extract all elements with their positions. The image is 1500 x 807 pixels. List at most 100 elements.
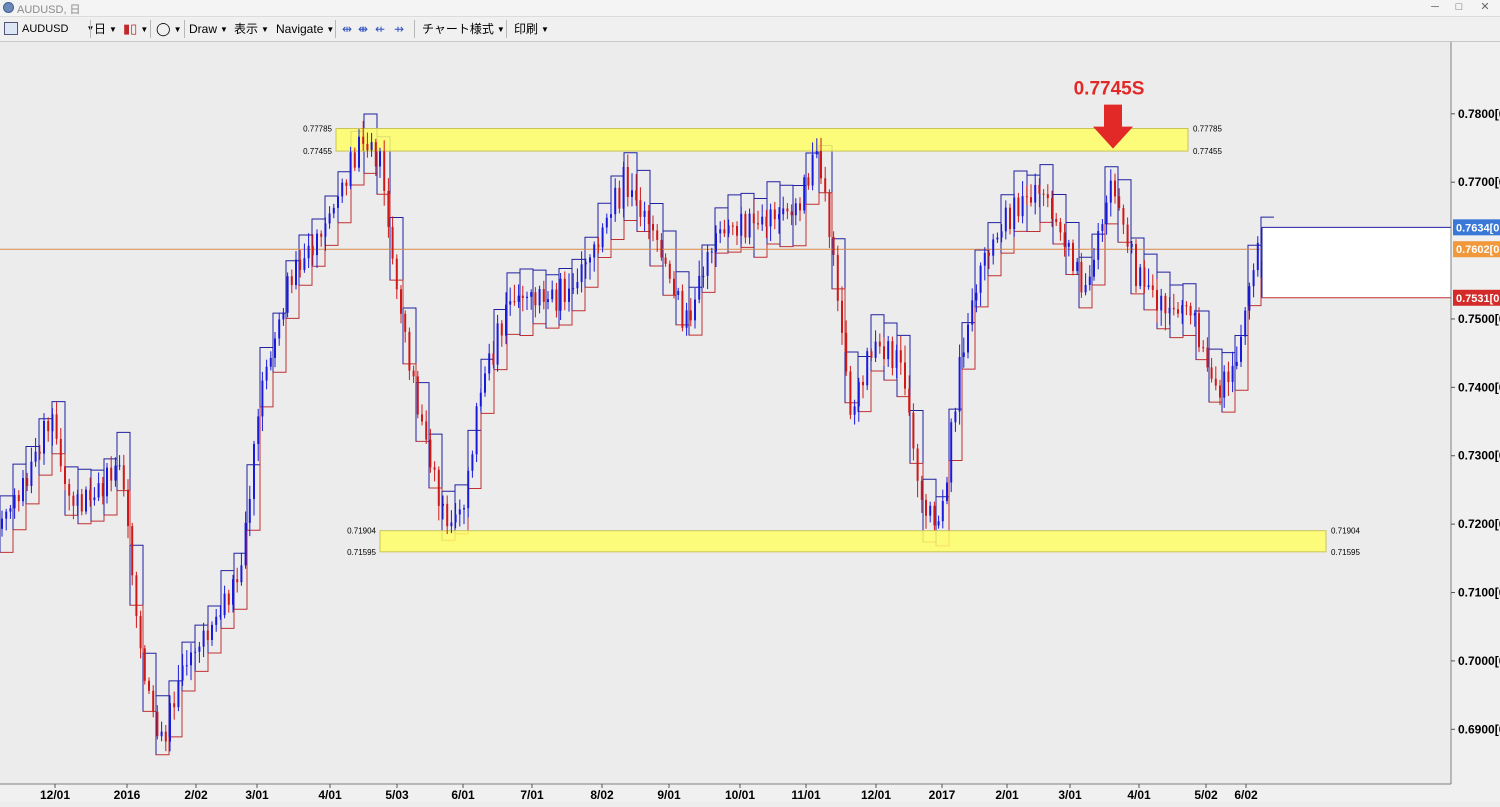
- candle-body: [349, 152, 352, 186]
- candle-body: [1038, 184, 1041, 194]
- price-tag-label: 0.7531[0: [1456, 293, 1499, 305]
- candle-body: [72, 495, 75, 506]
- candle-body: [1021, 196, 1024, 217]
- navigate-label: Navigate: [276, 22, 324, 36]
- candle-body: [400, 289, 402, 314]
- zone-low-label-left: 0.77455: [303, 147, 332, 156]
- chart-window-icon[interactable]: [4, 22, 18, 35]
- candle-body: [622, 166, 625, 209]
- chart-area[interactable]: 0.77785 0.77455 0.77785 0.77455 0.71904 0.715…: [0, 42, 1500, 802]
- candle-body: [988, 252, 990, 256]
- candle-body: [786, 208, 789, 212]
- candle-body: [122, 465, 125, 490]
- candle-body: [1151, 285, 1154, 290]
- price-tick-label: 0.7200[0: [1458, 517, 1500, 531]
- maximize-icon[interactable]: □: [1455, 1, 1463, 13]
- candle-body: [110, 467, 113, 481]
- timeframe-selector[interactable]: 日 ▼: [94, 22, 117, 36]
- zone-high-label-left: 0.71904: [347, 527, 376, 536]
- symbol-selector[interactable]: AUDUSD▼: [22, 21, 94, 37]
- candle-body: [1051, 198, 1053, 219]
- scroll-left-icon[interactable]: ⇷: [375, 22, 386, 36]
- price-tag: [1453, 289, 1500, 306]
- title-bar: AUDUSD, 日 ─ □ ✕: [0, 0, 1500, 17]
- candle-body: [5, 511, 8, 519]
- candle-body: [937, 521, 940, 526]
- candle-body: [1206, 347, 1209, 368]
- candle-body: [857, 381, 860, 407]
- scroll-right-icon[interactable]: ⇸: [394, 22, 405, 36]
- price-chart[interactable]: 0.77785 0.77455 0.77785 0.77455 0.71904 0.715…: [0, 42, 1500, 802]
- candle-body: [731, 225, 734, 227]
- price-tick-label: 0.7300[0: [1458, 449, 1500, 463]
- candle-body: [975, 292, 978, 301]
- zone-low-label-right: 0.71595: [1331, 548, 1360, 557]
- candle-body: [358, 136, 360, 168]
- candle-body: [765, 216, 768, 227]
- candle-body: [1135, 244, 1137, 287]
- candle-body: [64, 466, 66, 485]
- candle-body: [131, 526, 134, 576]
- candle-body: [807, 177, 810, 186]
- app-icon: [3, 2, 14, 13]
- candle-body: [899, 350, 902, 363]
- candle-body: [185, 665, 188, 667]
- close-icon[interactable]: ✕: [1480, 1, 1490, 13]
- candle-body: [1034, 184, 1037, 203]
- candle-body: [467, 470, 470, 509]
- time-tick-label: 2/01: [995, 788, 1019, 802]
- candle-body: [1042, 193, 1045, 195]
- candle-body: [563, 278, 566, 302]
- candle-body: [1059, 222, 1062, 233]
- candle-body: [22, 478, 24, 502]
- zoom-out-icon[interactable]: ⇼: [358, 22, 369, 36]
- candle-body: [324, 223, 327, 237]
- candle-body: [962, 352, 965, 357]
- print-menu[interactable]: 印刷 ▼: [514, 22, 549, 36]
- candle-body: [261, 380, 264, 417]
- draw-menu[interactable]: Draw ▼: [189, 22, 228, 36]
- candle-body: [227, 593, 230, 605]
- candle-body: [59, 438, 62, 467]
- candle-body: [387, 190, 390, 227]
- candle-body: [589, 257, 591, 263]
- candle-body: [841, 300, 843, 333]
- candle-body: [475, 406, 478, 455]
- candle-body: [555, 289, 558, 311]
- candle-style-icon[interactable]: ▮▯ ▼: [123, 21, 149, 36]
- candle-body: [236, 579, 239, 583]
- time-tick-label: 2/02: [184, 788, 208, 802]
- candle-body: [295, 259, 297, 286]
- weekly-high-envelope: [0, 113, 1274, 697]
- candle-body: [752, 213, 755, 224]
- candle-body: [442, 503, 444, 506]
- chart-style-menu[interactable]: チャート様式 ▼: [422, 22, 505, 36]
- candle-body: [446, 503, 449, 527]
- candle-body: [114, 465, 117, 481]
- candle-body: [740, 213, 743, 236]
- candle-body: [874, 341, 877, 358]
- view-menu[interactable]: 表示 ▼: [234, 22, 269, 36]
- minimize-icon[interactable]: ─: [1431, 1, 1439, 13]
- candle-body: [1004, 207, 1007, 232]
- candle-body: [164, 731, 167, 742]
- time-tick-label: 4/01: [1127, 788, 1151, 802]
- candle-body: [353, 152, 356, 168]
- candle-body: [1252, 270, 1255, 287]
- candle-body: [437, 469, 440, 506]
- toolbar: AUDUSD▼ 日▼ ▮▯▼ ◯▼ Draw▼ 表示▼ Navigate▼ ⇹ …: [0, 17, 1500, 42]
- chart-style-label: チャート様式: [422, 22, 494, 36]
- zone-low-label-right: 0.77455: [1193, 147, 1222, 156]
- candle-body: [484, 373, 486, 393]
- candle-body: [328, 213, 331, 224]
- candle-body: [173, 703, 176, 708]
- zoom-in-icon[interactable]: ⇹: [342, 22, 353, 36]
- candle-body: [551, 289, 554, 300]
- candle-body: [656, 230, 659, 240]
- candle-body: [1172, 307, 1175, 310]
- view-label: 表示: [234, 22, 259, 36]
- navigate-menu[interactable]: Navigate ▼: [276, 22, 335, 36]
- candle-body: [689, 310, 692, 321]
- candle-body: [1055, 218, 1058, 223]
- circle-tool-icon[interactable]: ◯ ▼: [156, 21, 182, 36]
